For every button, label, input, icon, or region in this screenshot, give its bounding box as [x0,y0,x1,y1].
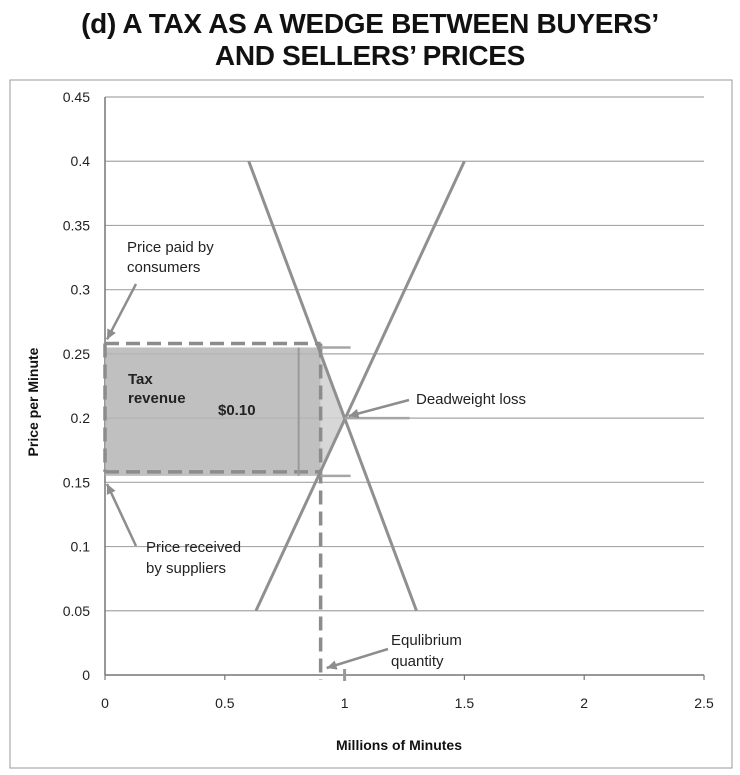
y-tick-label-2: 0.1 [71,539,91,555]
y-tick-label-7: 0.35 [63,217,90,233]
price-received-label-line-2: by suppliers [146,560,226,577]
y-tick-label-0: 0 [82,667,90,683]
y-tick-label-6: 0.3 [71,282,91,298]
tick-labels: 0 0.05 0.1 0.15 0.2 0.25 0.3 0.35 0.4 0.45 0 0.5 1 1.… [63,89,714,711]
deadweight-loss-label: Deadweight loss [416,391,526,408]
tax-amount-label: $0.10 [218,402,256,419]
deadweight-loss-arrow-shaft [348,398,410,418]
chart-title: (d) A TAX AS A WEDGE BETWEEN BUYERS’ AND… [0,8,740,72]
y-axis-label: Price per Minute [25,347,41,456]
curves [247,160,466,612]
y-tick-label-8: 0.4 [71,153,91,169]
equilibrium-quantity-arrow-head [326,660,338,670]
y-tick-label-5: 0.25 [63,346,90,362]
price-paid-label-line-1: Price paid by [127,239,214,256]
x-tick-label-3: 1.5 [455,695,475,711]
tax-revenue-label-line-2: revenue [128,390,186,407]
y-tick-label-1: 0.05 [63,603,90,619]
deadweight-loss-arrow-head [348,408,360,419]
guides [103,283,410,681]
y-tick-label-4: 0.2 [71,410,91,426]
x-tick-label-1: 0.5 [215,695,235,711]
deadweight-loss-area [320,347,345,476]
y-tick-label-3: 0.15 [63,474,90,490]
y-tick-label-9: 0.45 [63,89,90,105]
price-paid-arrow-head [107,328,116,340]
price-paid-arrow-shaft [105,283,138,341]
x-tick-label-5: 2.5 [694,695,714,711]
shaded-areas [105,347,345,476]
x-tick-label-0: 0 [101,695,109,711]
equilibrium-quantity-label-line-1: Equlibrium [391,632,462,649]
tax-revenue-label-line-1: Tax [128,371,153,388]
series-line-supply [254,160,466,612]
series-line-demand [247,160,418,612]
x-tick-label-4: 2 [580,695,588,711]
price-received-arrow-head [106,483,116,495]
price-received-label-line-1: Price received [146,539,241,556]
x-tick-label-2: 1 [341,695,349,711]
tax-revenue-area [105,347,321,476]
chart-title-line-1: (d) A TAX AS A WEDGE BETWEEN BUYERS’ [81,8,659,39]
price-paid-label-line-2: consumers [127,259,200,276]
price-received-arrow-shaft [105,483,138,547]
chart-frame [9,79,733,769]
x-axis-label: Millions of Minutes [336,737,462,753]
equilibrium-quantity-label-line-2: quantity [391,653,444,670]
chart-title-line-2: AND SELLERS’ PRICES [214,40,526,71]
equilibrium-quantity-arrow-shaft [326,647,389,670]
